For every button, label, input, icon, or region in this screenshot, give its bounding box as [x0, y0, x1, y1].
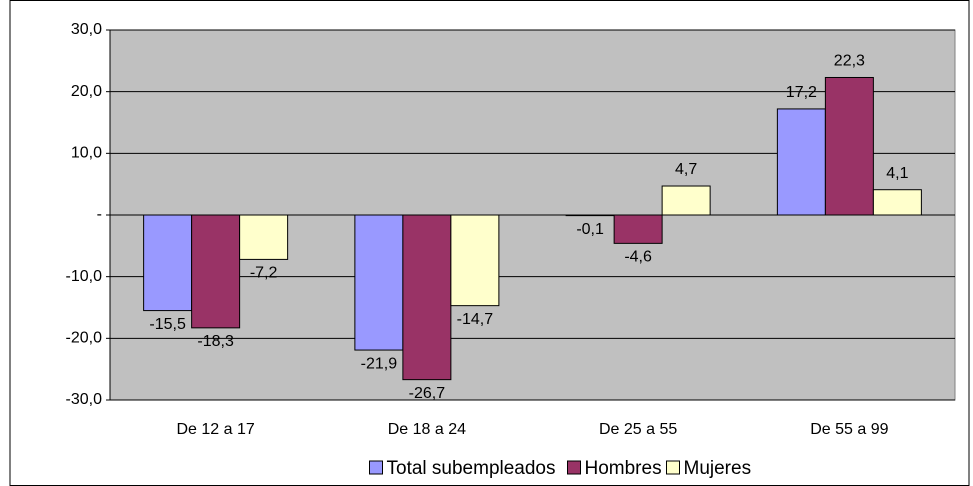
x-tick-label: De 25 a 55: [599, 421, 677, 438]
bar: [872, 189, 922, 216]
data-label: -4,6: [624, 249, 652, 266]
bar: [450, 214, 500, 307]
bar: [613, 214, 663, 244]
y-tick-label: 10,0: [71, 145, 102, 162]
data-label: -15,5: [149, 316, 186, 333]
bar: [824, 76, 874, 216]
data-label: 4,7: [675, 161, 697, 178]
data-label: -7,2: [250, 265, 278, 282]
data-label: -0,1: [576, 221, 604, 238]
bar: [402, 214, 452, 381]
legend-swatch: [567, 460, 581, 475]
y-tick-label: -30,0: [66, 391, 103, 408]
legend-swatch: [369, 460, 383, 475]
y-tick-label: -: [97, 206, 102, 223]
data-label: 17,2: [786, 84, 817, 101]
bar: [354, 214, 404, 351]
data-label: -14,7: [457, 311, 494, 328]
bar: [143, 214, 193, 312]
legend-label: Mujeres: [684, 458, 752, 479]
data-label: -18,3: [197, 333, 234, 350]
bar: [565, 214, 615, 217]
x-tick-label: De 12 a 17: [176, 421, 254, 438]
data-label: -21,9: [361, 355, 398, 372]
y-tick-label: -20,0: [66, 330, 103, 347]
y-tick-label: -10,0: [66, 268, 103, 285]
y-tick-label: 30,0: [71, 21, 102, 38]
bar: [239, 214, 289, 260]
legend-swatch: [666, 460, 680, 475]
bar: [661, 185, 711, 216]
x-tick-label: De 18 a 24: [388, 421, 466, 438]
data-label: -26,7: [409, 385, 446, 402]
legend-label: Total subempleados: [387, 458, 556, 479]
data-label: 4,1: [886, 165, 908, 182]
data-label: 22,3: [834, 53, 865, 70]
y-tick-label: 20,0: [71, 83, 102, 100]
x-tick-label: De 55 a 99: [810, 421, 888, 438]
legend-label: Hombres: [585, 458, 662, 479]
bar: [191, 214, 241, 329]
bar: [776, 108, 826, 216]
